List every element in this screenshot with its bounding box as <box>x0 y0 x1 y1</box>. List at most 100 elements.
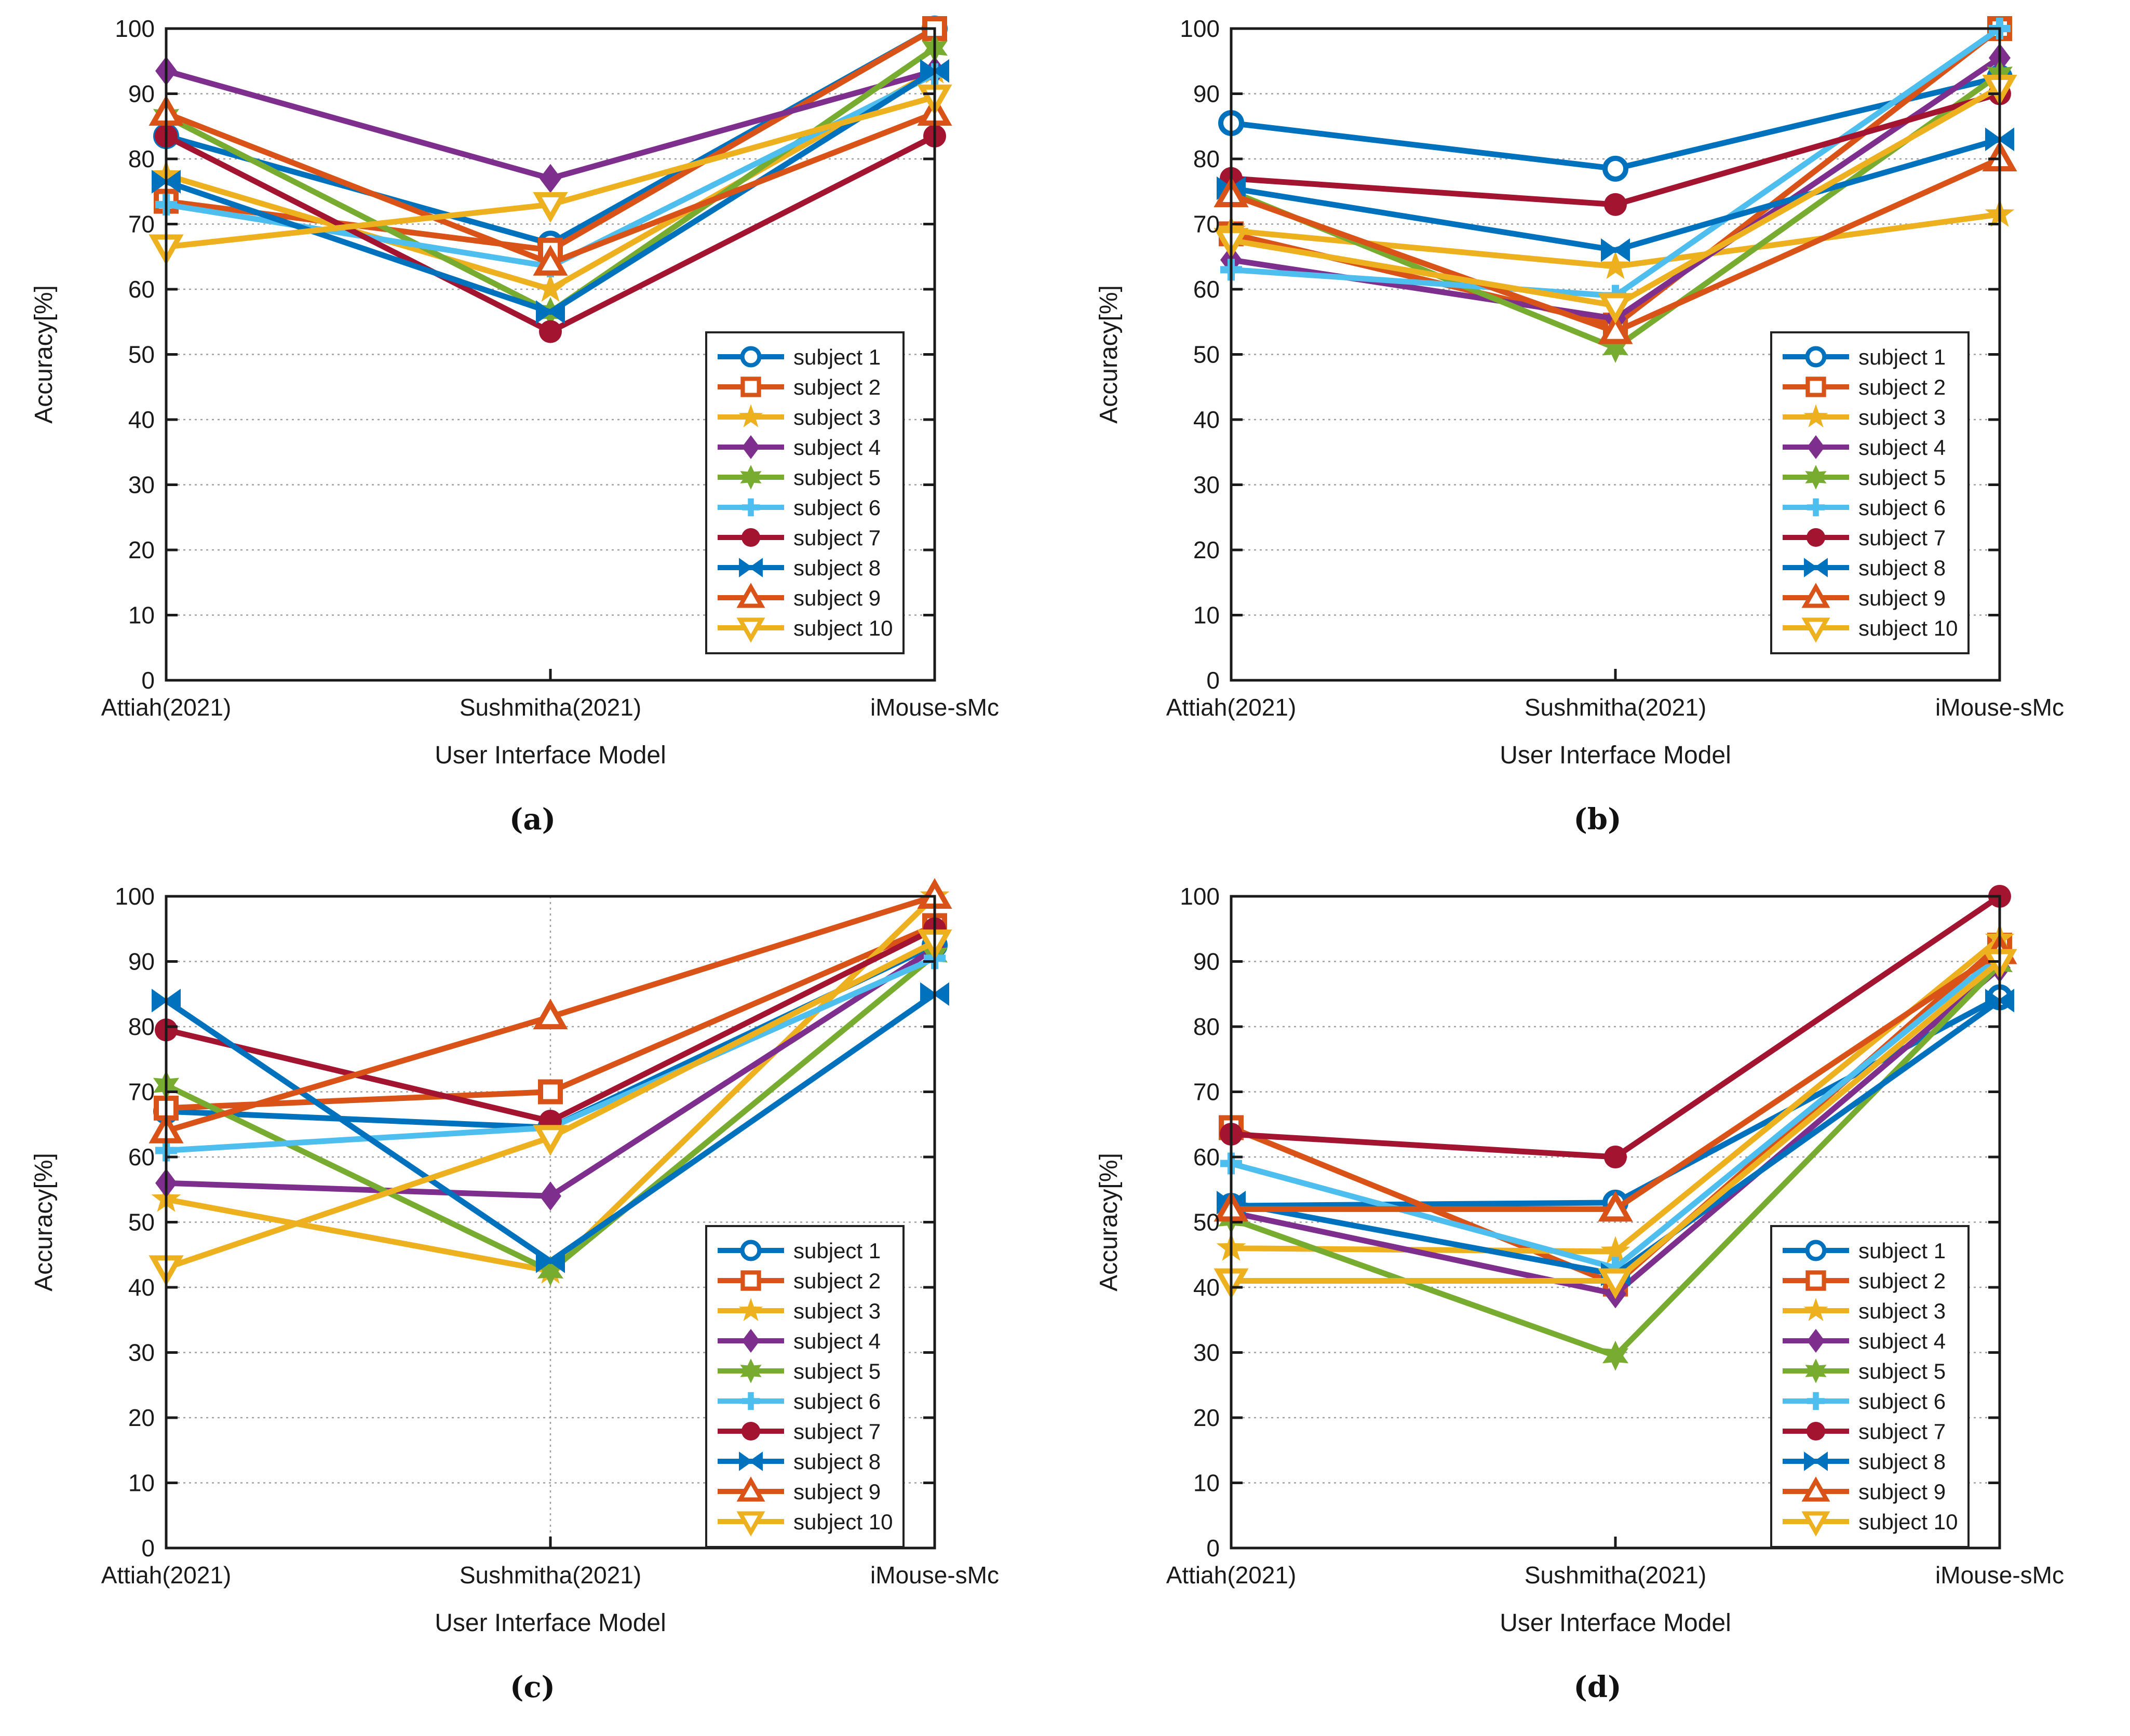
x-axis-title: User Interface Model <box>435 1609 666 1637</box>
marker-circle-filled-icon <box>1806 528 1826 547</box>
xtick-label: iMouse-sMc <box>1935 1562 2064 1589</box>
ytick-label: 30 <box>1193 1339 1220 1366</box>
ytick-label: 20 <box>1193 1404 1220 1431</box>
ytick-label: 0 <box>1206 1535 1220 1562</box>
chart-svg-a: 0 10 20 30 40 50 60 70 80 90 100 Attiah(2021) Sushmi… <box>30 15 999 769</box>
marker-bowtie-icon <box>152 988 181 1013</box>
legend-label: subject 7 <box>1858 1419 1946 1444</box>
marker-circle-filled-icon <box>1806 1421 1826 1441</box>
legend-label: subject 9 <box>1858 1479 1946 1504</box>
panel-d: 0 10 20 30 40 50 60 70 80 90 100 Attiah(2021) Sushmi… <box>1065 868 2130 1735</box>
ytick-label: 0 <box>1206 667 1220 694</box>
ytick-label: 70 <box>128 211 155 238</box>
marker-circle-open-icon <box>1805 1240 1827 1261</box>
legend-label: subject 10 <box>1858 1510 1958 1534</box>
marker-square-open-icon <box>1805 1270 1826 1291</box>
marker-bowtie-icon <box>920 982 949 1006</box>
marker-star5-icon <box>738 1298 763 1321</box>
legend-label: subject 9 <box>793 586 881 610</box>
panel-b: 0 10 20 30 40 50 60 70 80 90 100 Attiah(2021) Sushmi… <box>1065 0 2130 868</box>
marker-triangle-down-icon <box>1801 617 1830 643</box>
xtick-label: Attiah(2021) <box>1166 694 1297 721</box>
legend-label: subject 2 <box>1858 375 1946 399</box>
legend-label: subject 3 <box>793 1299 881 1323</box>
ytick-label: 60 <box>128 276 155 303</box>
legend-label: subject 6 <box>793 495 881 520</box>
ytick-label: 10 <box>128 602 155 629</box>
panel-b-caption: (b) <box>1573 802 1622 837</box>
y-axis-title: Accuracy[%] <box>30 285 58 424</box>
legend-label: subject 6 <box>793 1389 881 1414</box>
ytick-label: 100 <box>115 15 155 42</box>
legend-label: subject 3 <box>1858 405 1946 429</box>
ytick-label: 10 <box>1193 1470 1220 1497</box>
marker-star6-icon <box>537 1256 564 1286</box>
ytick-label: 40 <box>128 1274 155 1301</box>
marker-triangle-down-icon <box>533 1125 568 1156</box>
x-axis-title: User Interface Model <box>1500 742 1731 769</box>
marker-plus-icon <box>742 1392 760 1410</box>
chart-svg-b: 0 10 20 30 40 50 60 70 80 90 100 Attiah(2021) Sushmi… <box>1095 15 2064 769</box>
legend-label: subject 1 <box>793 345 881 369</box>
marker-diamond-icon <box>1807 435 1825 459</box>
marker-circle-filled-icon <box>1604 1146 1627 1168</box>
xtick-label: Attiah(2021) <box>101 1562 232 1589</box>
legend-label: subject 6 <box>1858 1389 1946 1414</box>
marker-bowtie-icon <box>1804 558 1828 577</box>
legend-label: subject 4 <box>793 1329 881 1353</box>
marker-bowtie-icon <box>739 1451 763 1471</box>
marker-star6-icon <box>1805 1358 1827 1383</box>
ytick-label: 70 <box>1193 211 1220 238</box>
xtick-label: Attiah(2021) <box>1166 1562 1297 1589</box>
marker-triangle-up-icon <box>533 999 568 1030</box>
marker-triangle-down-icon <box>736 617 765 643</box>
ytick-label: 10 <box>128 1470 155 1497</box>
xtick-label: iMouse-sMc <box>870 1562 999 1589</box>
marker-diamond-icon <box>540 1181 561 1211</box>
marker-bowtie-icon <box>536 300 565 324</box>
legend-label: subject 8 <box>1858 556 1946 580</box>
legend: subject 1 subject 2 subject 3 subject 4 subj… <box>705 1225 905 1548</box>
xtick-label: Attiah(2021) <box>101 694 232 721</box>
marker-star6-icon <box>740 1358 762 1383</box>
ytick-label: 30 <box>128 1339 155 1366</box>
ytick-label: 50 <box>128 1209 155 1236</box>
marker-triangle-down-icon <box>1598 1268 1633 1299</box>
ytick-label: 80 <box>1193 145 1220 172</box>
ytick-label: 20 <box>1193 536 1220 563</box>
marker-star5-icon <box>1600 1236 1630 1264</box>
legend-label: subject 9 <box>1858 586 1946 610</box>
y-axis-title: Accuracy[%] <box>1095 285 1123 424</box>
ytick-label: 40 <box>1193 406 1220 433</box>
ytick-label: 50 <box>128 341 155 368</box>
marker-diamond-icon <box>540 164 561 193</box>
legend-label: subject 1 <box>1858 1239 1946 1263</box>
marker-bowtie-icon <box>1985 988 2014 1013</box>
marker-star5-icon <box>1600 251 1630 279</box>
marker-star6-icon <box>740 465 762 490</box>
ytick-label: 100 <box>1180 883 1220 910</box>
legend-label: subject 3 <box>1858 1299 1946 1323</box>
ytick-label: 90 <box>1193 80 1220 107</box>
axes: 0 10 20 30 40 50 60 70 80 90 100 Attiah(2021) Sushmi… <box>1095 15 2064 769</box>
xtick-label: iMouse-sMc <box>1935 694 2064 721</box>
x-axis-title: User Interface Model <box>435 742 666 769</box>
ytick-label: 20 <box>128 536 155 563</box>
ytick-label: 90 <box>128 80 155 107</box>
ytick-label: 90 <box>1193 948 1220 975</box>
marker-circle-open-icon <box>1602 155 1628 182</box>
marker-triangle-up-icon <box>736 583 765 608</box>
marker-star5-icon <box>1803 404 1828 427</box>
legend-label: subject 7 <box>1858 526 1946 550</box>
legend-label: subject 4 <box>1858 435 1946 460</box>
ytick-label: 30 <box>128 472 155 499</box>
panel-c: 0 10 20 30 40 50 60 70 80 90 100 Attiah(2021) Sushmi… <box>0 868 1065 1735</box>
marker-square-open-icon <box>740 1270 761 1291</box>
y-axis-title: Accuracy[%] <box>1095 1153 1123 1291</box>
legend-label: subject 7 <box>793 526 881 550</box>
ytick-label: 70 <box>128 1079 155 1106</box>
legend-label: subject 7 <box>793 1419 881 1444</box>
ytick-label: 30 <box>1193 472 1220 499</box>
ytick-label: 80 <box>128 1013 155 1040</box>
marker-square-open-icon <box>740 376 761 397</box>
